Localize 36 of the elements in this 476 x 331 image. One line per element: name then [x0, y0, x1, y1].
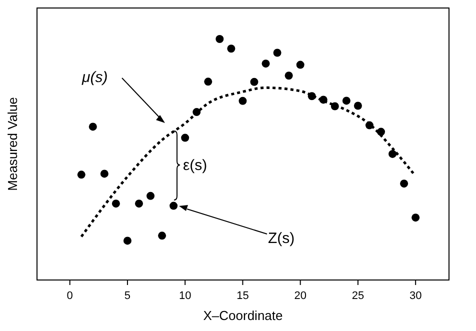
- point: [146, 192, 155, 200]
- point: [77, 170, 86, 179]
- point: [216, 35, 224, 43]
- x-tick-label: 0: [66, 290, 73, 302]
- x-tick-label: 20: [294, 290, 306, 302]
- point: [112, 200, 120, 208]
- x-tick-label: 5: [124, 290, 131, 302]
- point: [284, 72, 293, 80]
- x-tick-label: 10: [178, 290, 192, 302]
- point: [181, 134, 190, 142]
- annotation: Z(s): [268, 230, 295, 247]
- point: [100, 170, 108, 178]
- x-axis-title: X–Coordinate: [203, 308, 283, 323]
- point: [388, 150, 397, 158]
- x-tick-label: 15: [236, 290, 249, 302]
- point: [170, 202, 178, 210]
- point: [238, 96, 247, 105]
- point: [354, 102, 362, 110]
- annotation: ε(s): [183, 157, 208, 174]
- point: [227, 44, 236, 53]
- point: [123, 236, 132, 245]
- point: [400, 180, 408, 188]
- point: [342, 96, 350, 105]
- point: [204, 78, 212, 86]
- point: [262, 60, 270, 68]
- point: [88, 122, 97, 131]
- point: [158, 232, 166, 240]
- point: [134, 200, 143, 208]
- point: [412, 214, 420, 222]
- y-axis-title: Measured Value: [5, 97, 20, 191]
- point: [273, 48, 282, 57]
- point: [296, 60, 304, 69]
- x-tick-label: 25: [352, 290, 364, 302]
- point: [250, 78, 258, 86]
- x-tick-label: 30: [409, 290, 422, 302]
- annotation: μ(s): [81, 69, 108, 86]
